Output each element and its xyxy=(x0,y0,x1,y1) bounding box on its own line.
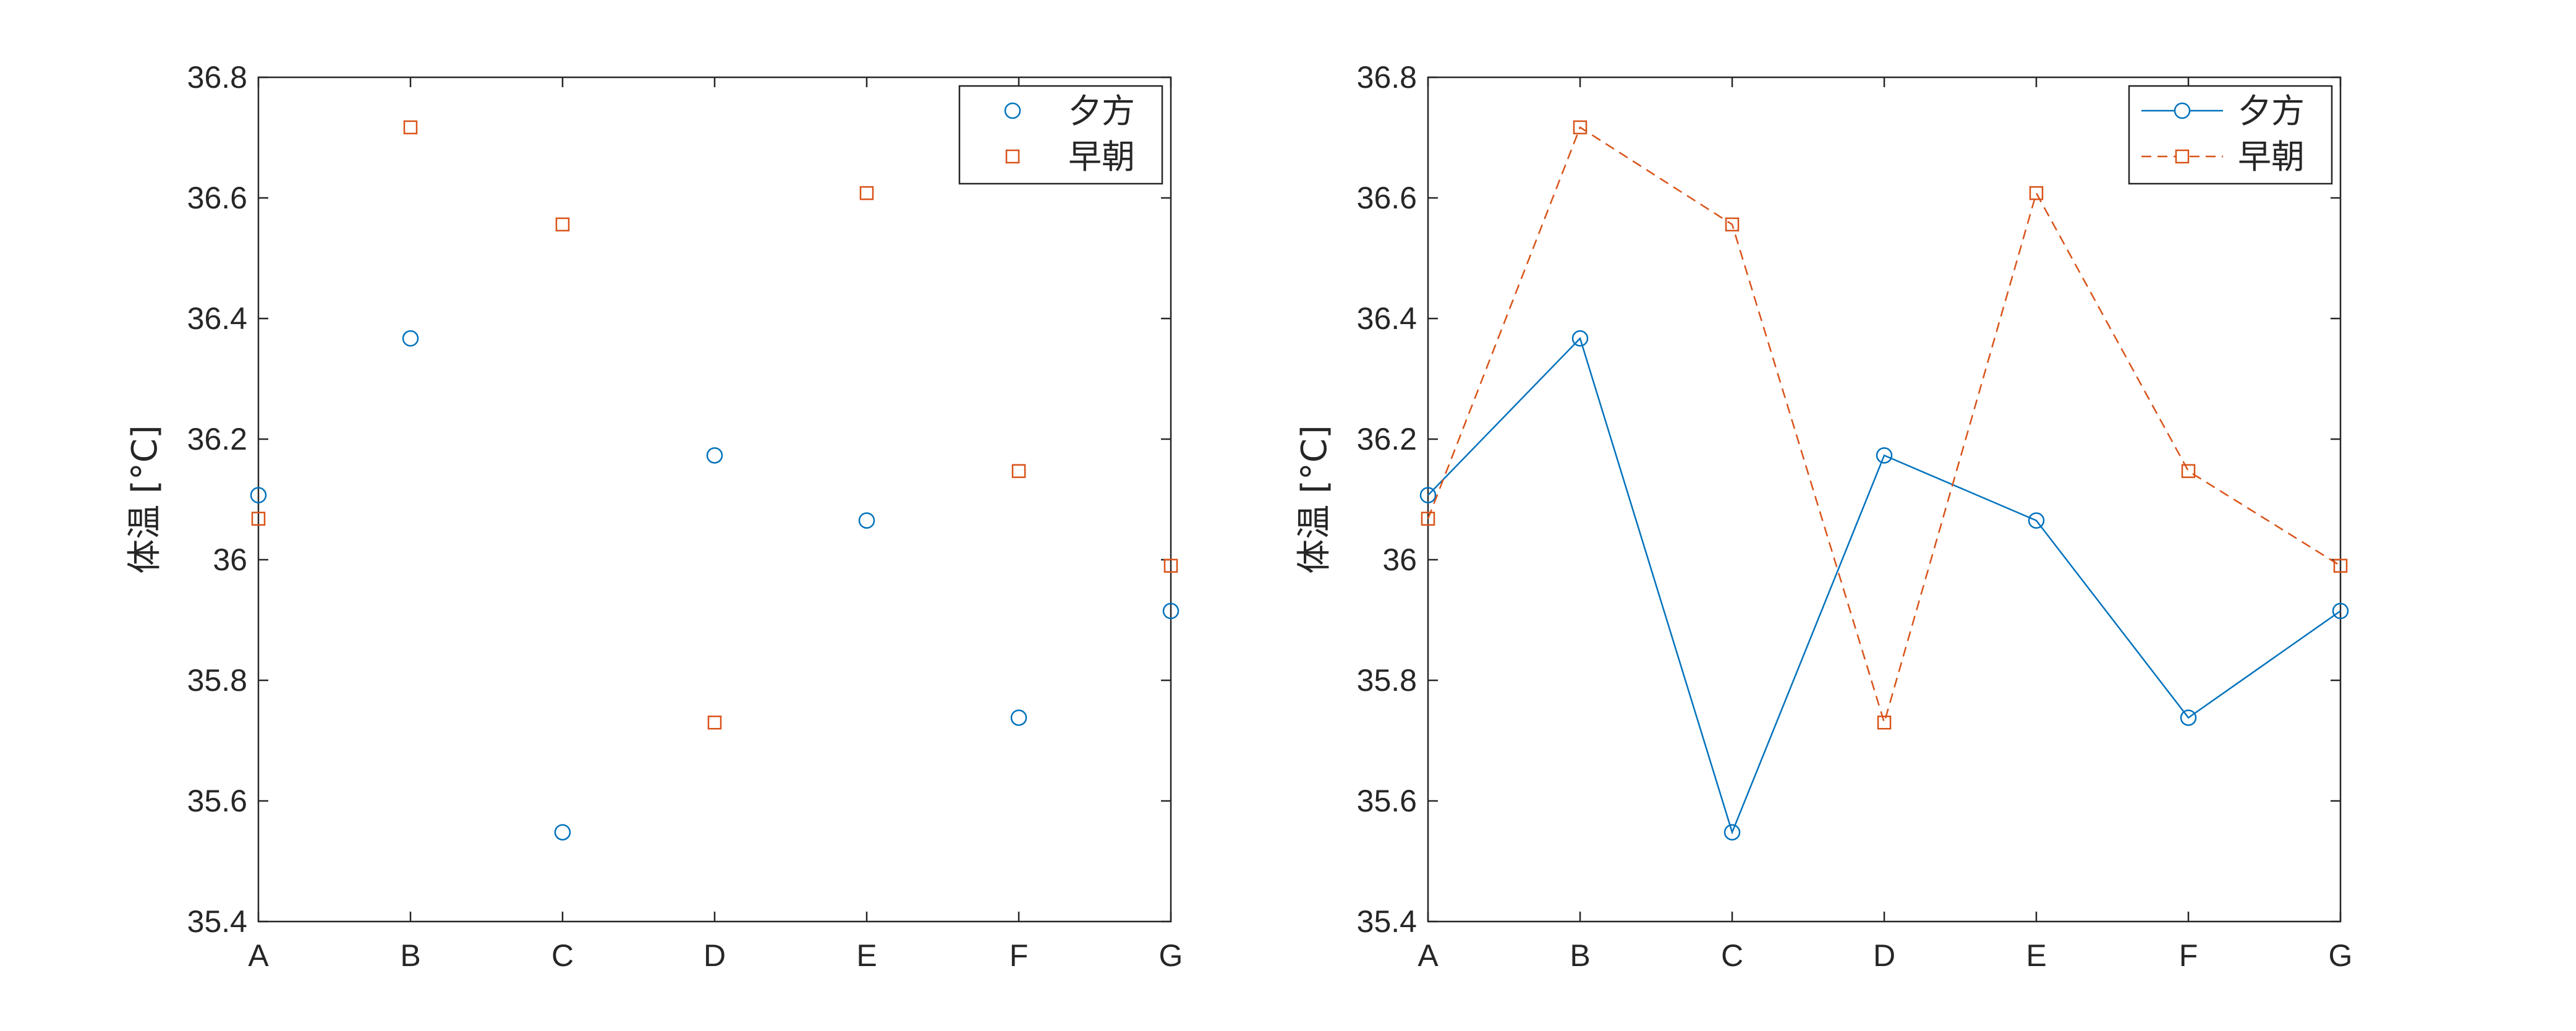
line-chart: 35.4 35.6 35.8 36 36.2 36.4 36.6 36.8 A B C D E F G 体温 … xyxy=(1294,60,2352,973)
y-tick-label: 35.8 xyxy=(1357,663,1417,698)
legend-label: 夕方 xyxy=(2238,92,2305,130)
y-tick-label: 36.8 xyxy=(1357,60,1417,95)
data-point-square xyxy=(1573,120,1588,135)
x-tick-label: F xyxy=(1010,938,1029,973)
data-point-circle xyxy=(2028,512,2045,529)
data-point-square xyxy=(1163,558,1178,573)
data-point-square xyxy=(707,716,722,730)
x-tick-label: E xyxy=(856,938,877,973)
y-tick-label: 36.2 xyxy=(1357,422,1417,456)
data-point-circle xyxy=(1419,487,1437,503)
y-tick-label: 36 xyxy=(213,542,247,577)
data-point-circle xyxy=(1010,709,1027,726)
data-point-square xyxy=(555,217,570,232)
data-point-square xyxy=(2333,558,2348,573)
legend-label: 早朝 xyxy=(1068,137,1135,176)
y-tick-label: 36.8 xyxy=(187,60,247,95)
data-point-circle xyxy=(250,487,267,503)
data-point-circle xyxy=(402,330,419,347)
data-point-circle xyxy=(1162,602,1180,620)
x-tick-label: D xyxy=(1873,938,1895,973)
y-tick-label: 36.4 xyxy=(187,301,247,336)
y-tick-label: 35.6 xyxy=(1357,784,1417,818)
y-tick-label: 35.4 xyxy=(1357,904,1417,939)
data-point-square xyxy=(2029,186,2044,200)
y-tick-label: 35.6 xyxy=(187,784,247,818)
x-tick-label: D xyxy=(704,938,726,973)
y-tick-label: 35.8 xyxy=(187,663,247,698)
data-point-circle xyxy=(1571,330,1589,347)
data-point-square xyxy=(1421,511,1435,526)
legend-marker-circle xyxy=(2174,102,2191,119)
x-tick-label: C xyxy=(1721,938,1743,973)
x-tick-label: B xyxy=(1570,938,1590,973)
y-tick-label: 35.4 xyxy=(187,904,247,939)
series-line-1 xyxy=(1427,126,2341,725)
axes-box xyxy=(257,76,1172,923)
legend-box xyxy=(2128,85,2333,185)
y-tick-label: 36 xyxy=(1382,542,1417,577)
y-tick-label: 36.2 xyxy=(187,422,247,456)
x-tick-label: B xyxy=(400,938,420,973)
legend-label: 夕方 xyxy=(1068,92,1135,130)
y-axis-label: 体温 [°C] xyxy=(125,425,165,574)
data-point-square xyxy=(1011,464,1026,478)
y-tick-label: 36.6 xyxy=(187,181,247,215)
data-point-circle xyxy=(706,447,723,464)
x-tick-label: G xyxy=(2329,938,2353,973)
scatter-chart: 35.4 35.6 35.8 36 36.2 36.4 36.6 36.8 A B C D E F G 体温 … xyxy=(125,60,1183,973)
x-tick-label: A xyxy=(248,938,269,973)
data-point-circle xyxy=(554,824,571,841)
y-tick-label: 36.4 xyxy=(1357,301,1417,336)
data-point-square xyxy=(859,186,874,200)
data-point-circle xyxy=(2332,602,2349,620)
x-tick-label: C xyxy=(551,938,574,973)
data-point-square xyxy=(1877,716,1892,730)
legend-marker-square xyxy=(2175,149,2190,164)
x-tick-label: E xyxy=(2026,938,2046,973)
data-point-circle xyxy=(1876,447,1893,464)
y-axis-label: 体温 [°C] xyxy=(1294,425,1335,574)
axes-box xyxy=(1427,76,2342,923)
legend-marker-square xyxy=(1005,149,1020,164)
x-tick-label: F xyxy=(2179,938,2198,973)
data-point-square xyxy=(1725,217,1740,232)
data-point-square xyxy=(403,120,418,135)
data-point-circle xyxy=(1724,824,1741,841)
data-point-circle xyxy=(2180,709,2197,726)
y-tick-label: 36.6 xyxy=(1357,181,1417,215)
x-tick-label: A xyxy=(1418,938,1439,973)
legend-marker-circle xyxy=(1004,102,1021,119)
legend-box xyxy=(958,85,1163,185)
legend-label: 早朝 xyxy=(2238,137,2305,176)
series-line-0 xyxy=(1427,336,2341,835)
data-point-square xyxy=(251,511,266,526)
data-point-square xyxy=(2181,464,2196,478)
data-point-circle xyxy=(858,512,875,529)
x-tick-label: G xyxy=(1159,938,1183,973)
